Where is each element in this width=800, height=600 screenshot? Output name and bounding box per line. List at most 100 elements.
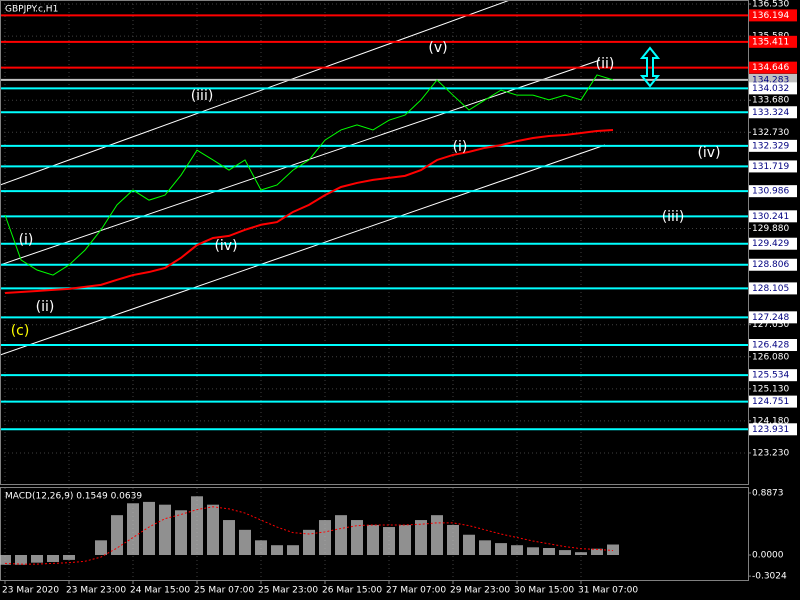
macd-bar [127, 503, 139, 555]
macd-bar [607, 544, 619, 555]
macd-bar [47, 554, 59, 562]
macd-bar [95, 540, 107, 555]
macd-frame [0, 487, 749, 581]
macd-bar [463, 534, 475, 555]
y-tick-label: 129.880 [752, 224, 789, 234]
wave-label: (iv) [214, 238, 237, 254]
macd-bar [527, 547, 539, 555]
macd-bar [239, 529, 251, 555]
macd-bar [335, 515, 347, 555]
level-label-box [749, 106, 797, 119]
y-tick-label: 133.680 [752, 96, 789, 106]
macd-bar [351, 520, 363, 555]
level-label-box [749, 369, 797, 382]
macd-bar [559, 550, 571, 555]
macd-bar [303, 529, 315, 555]
level-label: 131.719 [752, 162, 789, 172]
macd-bar [383, 527, 395, 555]
level-label-box [749, 210, 797, 223]
channel-lower [0, 144, 606, 356]
macd-bar [207, 504, 219, 555]
macd-bar [223, 520, 235, 555]
arrow-icon [639, 46, 661, 88]
plot [4, 74, 614, 294]
x-tick-label: 29 Mar 23:00 [450, 586, 510, 596]
level-label-box [749, 185, 797, 198]
y-tick-label: 125.130 [752, 384, 789, 394]
x-tick-label: 25 Mar 07:00 [194, 586, 254, 596]
level-label: 128.105 [752, 284, 789, 294]
level-label: 129.429 [752, 239, 789, 249]
level-label: 134.646 [752, 63, 789, 73]
channel-upper [0, 0, 511, 186]
macd-bar [495, 543, 507, 555]
macd-bar [191, 496, 203, 555]
level-label-box [749, 61, 797, 74]
y-tick-label: 126.080 [752, 352, 789, 362]
level-label-box [749, 160, 797, 173]
macd-bar [479, 540, 491, 555]
level-label: 127.248 [752, 313, 789, 323]
grid [0, 0, 748, 580]
level-label-box [749, 282, 797, 295]
wave-label: (ii) [36, 299, 55, 315]
level-label: 128.806 [752, 260, 789, 270]
level-label-box [749, 311, 797, 324]
indicator-label: MACD(12,26,9) 0.1549 0.0639 [5, 492, 142, 502]
x-tick-label: 31 Mar 07:00 [578, 586, 638, 596]
macd-bar [111, 515, 123, 555]
level-label-box [749, 9, 797, 22]
main-frame [0, 0, 749, 485]
x-tick-label: 23 Mar 23:00 [66, 586, 126, 596]
level-label-box [749, 258, 797, 271]
level-label-box [749, 82, 797, 95]
level-label: 130.241 [752, 212, 789, 222]
macd-bar [319, 520, 331, 555]
level-label: 136.194 [752, 11, 789, 21]
chart-title: GBPJPY.c,H1 [5, 5, 58, 15]
wave-label: (iii) [191, 88, 214, 104]
macd-bar [15, 554, 27, 565]
level-label-box [749, 35, 797, 48]
y-tick-label: 136.530 [752, 0, 789, 10]
level-label: 133.324 [752, 108, 789, 118]
level-label-box [749, 237, 797, 250]
x-tick-label: 30 Mar 15:00 [514, 586, 574, 596]
macd-bar [367, 524, 379, 555]
level-label: 134.283 [752, 75, 789, 85]
macd-bar [447, 524, 459, 555]
x-tick-label: 24 Mar 15:00 [130, 586, 190, 596]
y-tick-label: 127.030 [752, 320, 789, 330]
macd-tick-label: 0.8873 [752, 488, 784, 498]
macd-bar [271, 545, 283, 555]
x-tick-label: 26 Mar 15:00 [322, 586, 382, 596]
series-line [4, 74, 614, 276]
level-label: 135.411 [752, 37, 789, 47]
level-label-box [749, 395, 797, 408]
level-label: 124.751 [752, 397, 789, 407]
series-line [4, 128, 614, 294]
wave-label: (v) [428, 40, 447, 56]
macd-bar [415, 520, 427, 555]
wave-label: (i) [453, 139, 468, 155]
level-label-box [749, 139, 797, 152]
level-label: 134.032 [752, 84, 789, 94]
x-tick-label: 25 Mar 23:00 [258, 586, 318, 596]
macd-bar [511, 545, 523, 555]
macd-bar [543, 548, 555, 555]
y-tick-label: 123.230 [752, 448, 789, 458]
macd-bar [575, 552, 587, 555]
y-tick-label: 132.730 [752, 128, 789, 138]
x-tick-label: 27 Mar 07:00 [386, 586, 446, 596]
macd-signal [4, 506, 614, 565]
macd-bar [159, 504, 171, 555]
level-label: 123.931 [752, 425, 789, 435]
macd-bar [31, 554, 43, 563]
x-tick-label: 23 Mar 2020 [2, 586, 59, 596]
macd-bar [591, 548, 603, 555]
wave-label: (iv) [697, 145, 720, 161]
macd-bar [175, 510, 187, 555]
macd-bar [255, 540, 267, 555]
macd-bar [0, 554, 11, 565]
